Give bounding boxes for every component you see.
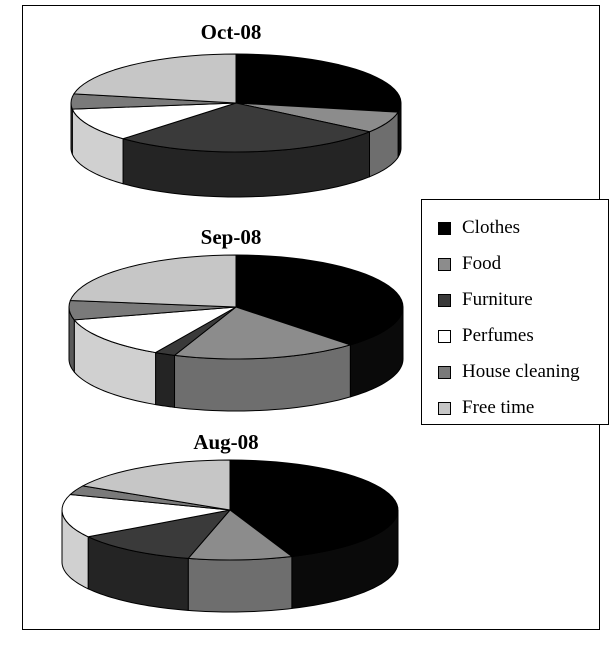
pie-slice-food bbox=[235, 102, 399, 133]
legend-item-house-cleaning: House cleaning bbox=[422, 354, 608, 390]
pie-slice-perfumes bbox=[61, 494, 231, 538]
legend-swatch-free-time bbox=[438, 401, 451, 415]
legend-label-food: Food bbox=[462, 253, 502, 274]
chart-title-aug: Aug-08 bbox=[193, 430, 258, 454]
legend-swatch-clothes bbox=[438, 221, 451, 235]
legend-item-clothes: Clothes bbox=[422, 210, 608, 246]
legend-swatch-perfumes bbox=[438, 329, 451, 343]
pie-slice-free-time bbox=[82, 459, 231, 511]
pie-slice-clothes bbox=[235, 53, 402, 113]
pie-slice-furniture bbox=[87, 509, 231, 559]
pie-slice-house-cleaning bbox=[68, 299, 237, 321]
legend-label-free-time: Free time bbox=[462, 397, 535, 418]
legend-label-furniture: Furniture bbox=[462, 289, 533, 310]
pie-slice-free-time bbox=[73, 53, 237, 104]
chart-title-sep: Sep-08 bbox=[201, 225, 262, 249]
legend-item-perfumes: Perfumes bbox=[422, 318, 608, 354]
pie-slice-house-cleaning bbox=[70, 93, 237, 110]
chart-figure: Oct-08 Sep-08 Aug-08 Clothes Food Furnit… bbox=[22, 5, 609, 630]
pie-charts-canvas: Oct-08 Sep-08 Aug-08 bbox=[61, 20, 404, 613]
pie-slice-free-time bbox=[69, 254, 237, 308]
pie-slice-perfumes bbox=[71, 102, 237, 140]
legend: Clothes Food Furniture Perfumes House cl… bbox=[421, 199, 609, 425]
legend-swatch-food bbox=[438, 257, 451, 271]
pie-side-food bbox=[187, 555, 293, 613]
pie-slice-clothes bbox=[235, 254, 404, 346]
legend-swatch-furniture bbox=[438, 293, 451, 307]
chart-title-oct: Oct-08 bbox=[201, 20, 262, 44]
pie-slice-food bbox=[187, 509, 293, 561]
pie-slice-clothes bbox=[229, 459, 399, 557]
legend-label-clothes: Clothes bbox=[462, 217, 521, 238]
legend-item-food: Food bbox=[422, 246, 608, 282]
legend-item-free-time: Free time bbox=[422, 390, 608, 426]
pie-aug-08 bbox=[61, 459, 399, 613]
pie-slice-furniture bbox=[122, 102, 370, 153]
pie-side-house-cleaning bbox=[70, 103, 73, 155]
pie-slice-perfumes bbox=[73, 306, 237, 354]
pie-oct-08 bbox=[70, 53, 402, 198]
legend-item-furniture: Furniture bbox=[422, 282, 608, 318]
legend-swatch-house-cleaning bbox=[438, 365, 451, 379]
pie-slice-food bbox=[174, 306, 351, 360]
pie-sep-08 bbox=[68, 254, 404, 412]
legend-label-perfumes: Perfumes bbox=[462, 325, 534, 346]
legend-label-house-cleaning: House cleaning bbox=[462, 361, 580, 382]
pie-side-furniture bbox=[155, 351, 176, 408]
